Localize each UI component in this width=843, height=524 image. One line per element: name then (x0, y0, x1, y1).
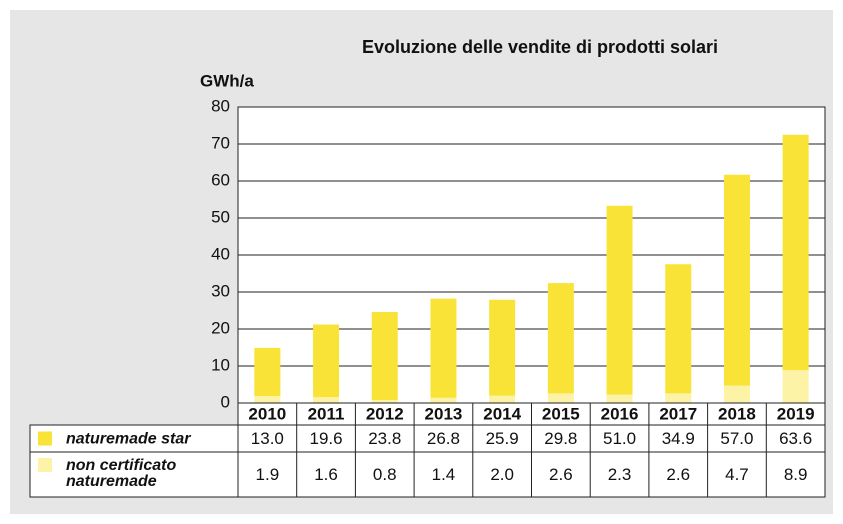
bar (665, 264, 692, 394)
bar (430, 298, 457, 398)
table-value: 2.3 (608, 465, 632, 484)
legend-swatch (38, 458, 52, 472)
table-value: 19.6 (310, 429, 343, 448)
table-value: 1.9 (256, 465, 280, 484)
legend-label: naturemade star (66, 431, 191, 448)
chart-title: Evoluzione delle vendite di prodotti sol… (362, 37, 718, 57)
table-value: 1.4 (432, 465, 456, 484)
y-tick-label: 50 (211, 207, 230, 226)
table-value: 0.8 (373, 465, 397, 484)
bar (371, 400, 398, 403)
bar (723, 174, 750, 386)
table-value: 8.9 (784, 465, 808, 484)
y-tick-label: 20 (211, 318, 230, 337)
table-value: 63.6 (779, 429, 812, 448)
bar (254, 395, 281, 403)
table-value: 4.7 (725, 465, 749, 484)
y-axis-label: GWh/a (200, 71, 254, 90)
legend-label: non certificato naturemade (66, 457, 177, 490)
table-value: 1.6 (314, 465, 338, 484)
table-value: 23.8 (368, 429, 401, 448)
table-value: 26.8 (427, 429, 460, 448)
y-tick-label: 10 (211, 355, 230, 374)
table-value: 57.0 (720, 429, 753, 448)
bar (782, 370, 809, 403)
y-tick-label: 70 (211, 133, 230, 152)
x-tick-label: 2016 (601, 404, 639, 423)
bar (782, 134, 809, 371)
x-tick-label: 2012 (366, 404, 404, 423)
legend-swatch (38, 431, 52, 446)
table-value: 34.9 (662, 429, 695, 448)
x-tick-label: 2010 (248, 404, 286, 423)
table-value: 13.0 (251, 429, 284, 448)
bar (489, 395, 516, 403)
x-tick-label: 2014 (483, 404, 521, 423)
x-tick-label: 2017 (659, 404, 697, 423)
x-tick-label: 2011 (308, 404, 345, 423)
bar (606, 205, 633, 395)
table-value: 2.0 (490, 465, 514, 484)
x-tick-label: 2019 (777, 404, 815, 423)
bar (547, 393, 574, 403)
bar (547, 283, 574, 394)
bar (371, 311, 398, 401)
x-tick-label: 2015 (542, 404, 580, 423)
table-value: 2.6 (549, 465, 573, 484)
table-value: 2.6 (666, 465, 690, 484)
y-tick-label: 60 (211, 170, 230, 189)
y-tick-label: 30 (211, 281, 230, 300)
x-tick-label: 2013 (425, 404, 463, 423)
y-tick-label: 40 (211, 244, 230, 263)
bar (606, 394, 633, 403)
x-tick-label: 2018 (718, 404, 756, 423)
bar (723, 385, 750, 403)
table-value: 25.9 (486, 429, 519, 448)
bar (254, 347, 281, 396)
bar (430, 397, 457, 403)
y-tick-label: 80 (211, 96, 230, 115)
bar (313, 397, 340, 403)
table-value: 29.8 (544, 429, 577, 448)
bar (665, 393, 692, 403)
table-value: 51.0 (603, 429, 636, 448)
table-bg (29, 424, 826, 498)
bar (313, 324, 340, 398)
y-tick-label: 0 (221, 392, 230, 411)
bar (489, 299, 516, 396)
